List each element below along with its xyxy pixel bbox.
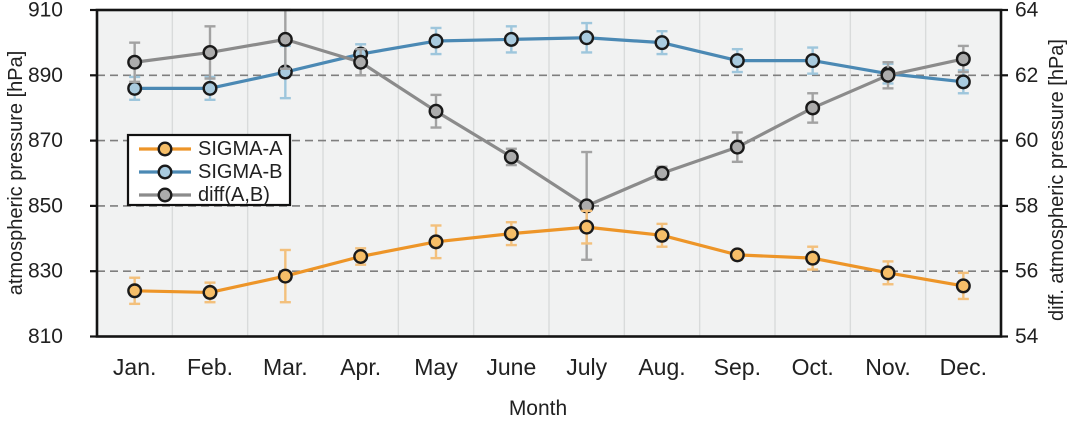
month-label: Dec.	[940, 354, 987, 380]
series-sigma-a	[127, 209, 971, 306]
data-point-marker	[654, 35, 670, 51]
data-point-marker	[353, 54, 369, 70]
legend-label: SIGMA-A	[198, 138, 283, 160]
data-point-marker	[805, 53, 821, 69]
right-tick-label: 54	[1015, 325, 1039, 348]
data-point-marker	[729, 53, 745, 69]
data-point-marker	[277, 31, 293, 47]
left-tick-label: 810	[28, 325, 63, 348]
legend-marker	[157, 187, 173, 203]
right-tick-label: 60	[1015, 129, 1038, 152]
data-point-marker	[127, 54, 143, 70]
series-line	[133, 225, 965, 295]
data-point-marker	[579, 30, 595, 46]
month-label: Feb.	[187, 354, 233, 380]
left-tick-label: 910	[28, 0, 63, 22]
series-line	[133, 37, 965, 208]
data-point-marker	[503, 31, 519, 47]
right-tick-label: 56	[1015, 260, 1038, 283]
right-tick-label: 64	[1015, 0, 1039, 22]
data-point-marker	[428, 103, 444, 119]
legend-label: SIGMA-B	[198, 161, 282, 183]
data-point-marker	[579, 219, 595, 235]
month-label: June	[486, 354, 536, 380]
legend-item: SIGMA-B	[139, 161, 282, 183]
data-point-marker	[202, 80, 218, 96]
data-point-marker	[428, 33, 444, 49]
series-line	[133, 36, 965, 90]
data-point-marker	[428, 234, 444, 250]
month-label: Aug.	[638, 354, 685, 380]
data-point-marker	[880, 67, 896, 83]
month-label: May	[414, 354, 458, 380]
x-axis-title: Month	[509, 397, 567, 420]
data-point-marker	[277, 268, 293, 284]
plot-frame	[95, 8, 1003, 338]
left-axis-title: atmospheric pressure [hPa]	[5, 51, 27, 296]
legend-marker	[157, 141, 173, 157]
data-point-marker	[729, 247, 745, 263]
data-point-marker	[729, 139, 745, 155]
legend-item: SIGMA-A	[139, 138, 283, 160]
data-point-marker	[202, 44, 218, 60]
x-axis: Jan. Feb. Mar. Apr. May June July Aug. Sep. Oct. N…	[113, 354, 987, 380]
data-point-marker	[805, 250, 821, 266]
month-label: Jan.	[113, 354, 156, 380]
data-point-marker	[503, 226, 519, 242]
data-point-marker	[805, 100, 821, 116]
month-label: Apr.	[340, 354, 381, 380]
right-tick-label: 62	[1015, 64, 1038, 87]
axis-titles: Month atmospheric pressure [hPa] diff. atm…	[5, 39, 1068, 420]
data-point-marker	[654, 165, 670, 181]
left-tick-label: 850	[28, 194, 63, 217]
series-diff-a-b-	[127, 8, 971, 261]
data-point-marker	[955, 278, 971, 294]
data-point-marker	[127, 80, 143, 96]
month-label: Mar.	[263, 354, 308, 380]
data-point-marker	[880, 265, 896, 281]
legend-marker	[157, 164, 173, 180]
data-point-marker	[353, 249, 369, 265]
month-label: Nov.	[865, 354, 911, 380]
left-tick-label: 870	[28, 129, 63, 152]
right-axis: 54 56 58 60 62 64	[1002, 0, 1039, 348]
data-point-marker	[503, 149, 519, 165]
data-point-marker	[202, 284, 218, 300]
data-point-marker	[955, 51, 971, 67]
month-label: Oct.	[792, 354, 834, 380]
legend-box	[126, 133, 292, 207]
month-label: July	[566, 354, 607, 380]
legend-item: diff(A,B)	[139, 184, 270, 206]
data-point-marker	[955, 74, 971, 90]
data-point-marker	[127, 283, 143, 299]
right-axis-title: diff. atmospheric pressure [hPa]	[1046, 39, 1068, 321]
left-tick-label: 890	[28, 64, 63, 87]
left-tick-label: 830	[28, 260, 63, 283]
data-series	[127, 8, 971, 306]
month-label: Sep.	[714, 354, 761, 380]
legend-label: diff(A,B)	[198, 184, 270, 206]
right-tick-label: 58	[1015, 194, 1038, 217]
plot-frame-rect	[95, 8, 1003, 338]
left-axis: 810 830 850 870 890 910	[28, 0, 96, 348]
data-point-marker	[654, 227, 670, 243]
